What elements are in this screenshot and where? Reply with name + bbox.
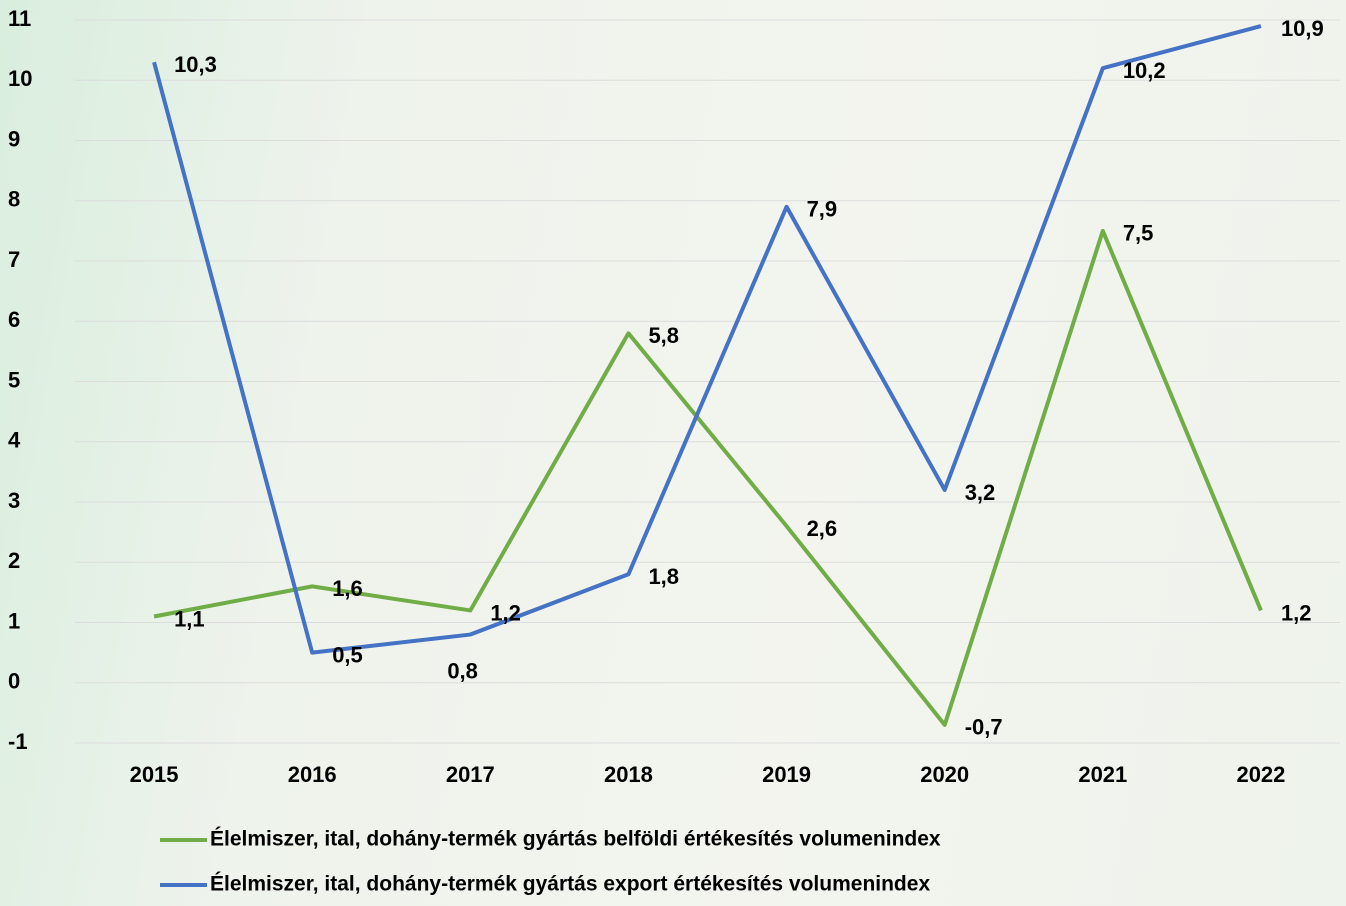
data-label: 0,8 — [447, 658, 478, 683]
legend-label: Élelmiszer, ital, dohány-termék gyártás … — [210, 873, 930, 896]
y-tick-label: 6 — [8, 307, 20, 332]
y-tick-label: 10 — [8, 66, 32, 91]
y-tick-label: -1 — [8, 729, 28, 754]
y-tick-label: 0 — [8, 669, 20, 694]
data-label: 1,2 — [1281, 600, 1312, 625]
x-tick-label: 2021 — [1078, 762, 1127, 787]
y-tick-label: 2 — [8, 548, 20, 573]
data-label: 0,5 — [332, 642, 363, 667]
data-label: 7,9 — [807, 197, 838, 222]
data-label: -0,7 — [965, 715, 1003, 740]
data-label: 10,3 — [174, 52, 217, 77]
y-tick-label: 8 — [8, 187, 20, 212]
series-line — [152, 24, 1262, 655]
data-label: 7,5 — [1123, 221, 1154, 246]
data-label: 1,2 — [490, 600, 521, 625]
x-tick-label: 2020 — [920, 762, 969, 787]
legend-label: Élelmiszer, ital, dohány-termék gyártás … — [210, 828, 941, 851]
y-tick-label: 11 — [8, 6, 31, 31]
y-tick-label: 9 — [8, 126, 20, 151]
x-tick-label: 2017 — [446, 762, 495, 787]
data-label: 2,6 — [807, 516, 838, 541]
y-tick-label: 3 — [8, 488, 20, 513]
x-tick-label: 2015 — [130, 762, 179, 787]
x-tick-label: 2019 — [762, 762, 811, 787]
y-tick-label: 5 — [8, 367, 20, 392]
data-label: 5,8 — [648, 323, 679, 348]
data-label: 1,6 — [332, 576, 363, 601]
y-tick-label: 1 — [8, 608, 20, 633]
data-label: 1,1 — [174, 606, 205, 631]
x-tick-label: 2016 — [288, 762, 337, 787]
data-label: 1,8 — [648, 564, 679, 589]
data-label: 10,9 — [1281, 16, 1324, 41]
data-label: 10,2 — [1123, 58, 1166, 83]
series-line — [153, 228, 1263, 727]
y-tick-label: 7 — [8, 247, 20, 272]
data-label: 3,2 — [965, 480, 996, 505]
x-tick-label: 2022 — [1236, 762, 1285, 787]
y-tick-label: 4 — [8, 428, 21, 453]
x-tick-label: 2018 — [604, 762, 653, 787]
